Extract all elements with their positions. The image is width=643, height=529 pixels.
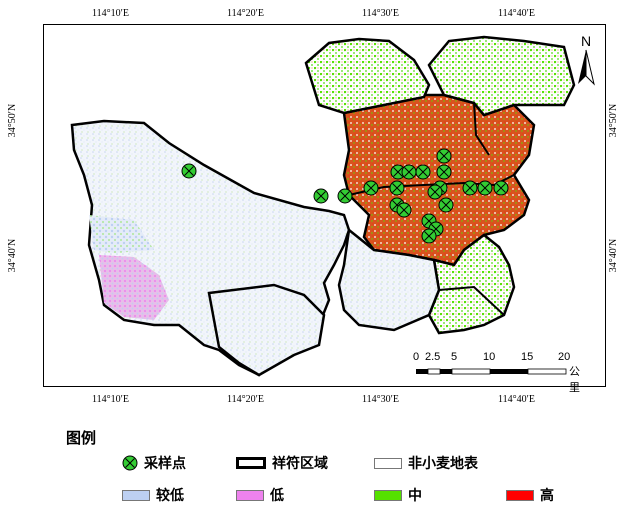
mid-swatch [374, 489, 402, 501]
scale-label-10: 10 [483, 351, 496, 363]
lon-tick-top-4: 114°40′E [498, 8, 535, 19]
sample-point [462, 180, 478, 196]
legend-label-non-wheat: 非小麦地表 [408, 456, 478, 472]
scale-label-15: 15 [521, 351, 534, 363]
sample-point [389, 180, 405, 196]
sample-points [181, 148, 509, 244]
sample-point [363, 180, 379, 196]
scale-label-2-5: 2.5 [425, 351, 441, 363]
sample-point [337, 188, 353, 204]
sample-point-icon [122, 455, 138, 471]
sample-point [415, 164, 431, 180]
map-frame [43, 24, 606, 387]
sample-point [477, 180, 493, 196]
non-wheat-swatch [374, 457, 402, 469]
legend-item-low: 低 [236, 485, 284, 505]
scale-unit: 公里 [569, 366, 580, 394]
lon-tick-bottom-2: 114°20′E [227, 394, 264, 405]
sample-point [493, 180, 509, 196]
legend-label-lower: 较低 [156, 488, 184, 504]
legend-item-non-wheat: 非小麦地表 [374, 453, 478, 473]
low-swatch [236, 489, 264, 501]
boundary-swatch [236, 457, 266, 469]
lon-tick-bottom-3: 114°30′E [362, 394, 399, 405]
scale-label-20: 20 [558, 351, 571, 363]
scale-label-0: 0 [413, 351, 420, 363]
lat-tick-right-2: 34°40′N [608, 238, 620, 273]
sample-point [436, 148, 452, 164]
lon-tick-top-3: 114°30′E [362, 8, 399, 19]
legend-item-sample-point: 采样点 [122, 453, 186, 473]
map-canvas [70, 35, 576, 377]
legend-item-boundary: 祥符区域 [236, 453, 328, 473]
legend-label-sample-point: 采样点 [144, 456, 186, 472]
sample-point [396, 202, 412, 218]
sample-point [436, 164, 452, 180]
sample-point [421, 228, 437, 244]
lon-tick-bottom-1: 114°10′E [92, 394, 129, 405]
sample-point [390, 164, 406, 180]
legend-item-high: 高 [506, 485, 554, 505]
high-swatch [506, 489, 534, 501]
sample-point [181, 163, 197, 179]
legend-item-lower: 较低 [122, 485, 184, 505]
lat-tick-left-2: 34°40′N [7, 238, 19, 273]
north-arrow: N [572, 32, 600, 92]
lat-tick-right-1: 34°50′N [608, 103, 620, 138]
legend-label-mid: 中 [408, 488, 422, 504]
sample-point [401, 164, 417, 180]
study-area [70, 35, 576, 377]
lon-tick-top-2: 114°20′E [227, 8, 264, 19]
sample-point [427, 184, 443, 200]
lon-tick-bottom-4: 114°40′E [498, 394, 535, 405]
sample-point [438, 197, 454, 213]
scale-label-5: 5 [451, 351, 458, 363]
lat-tick-left-1: 34°50′N [7, 103, 19, 138]
sample-point [313, 188, 329, 204]
legend-title: 图例 [66, 429, 97, 447]
legend-item-mid: 中 [374, 485, 422, 505]
north-label: N [581, 33, 591, 49]
lon-tick-top-1: 114°10′E [92, 8, 129, 19]
legend-label-high: 高 [540, 488, 554, 504]
legend-label-low: 低 [270, 488, 284, 504]
scale-bar: 0 2.5 5 10 15 20 公里 [413, 351, 585, 394]
lower-swatch [122, 489, 150, 501]
legend-label-boundary: 祥符区域 [272, 456, 328, 472]
